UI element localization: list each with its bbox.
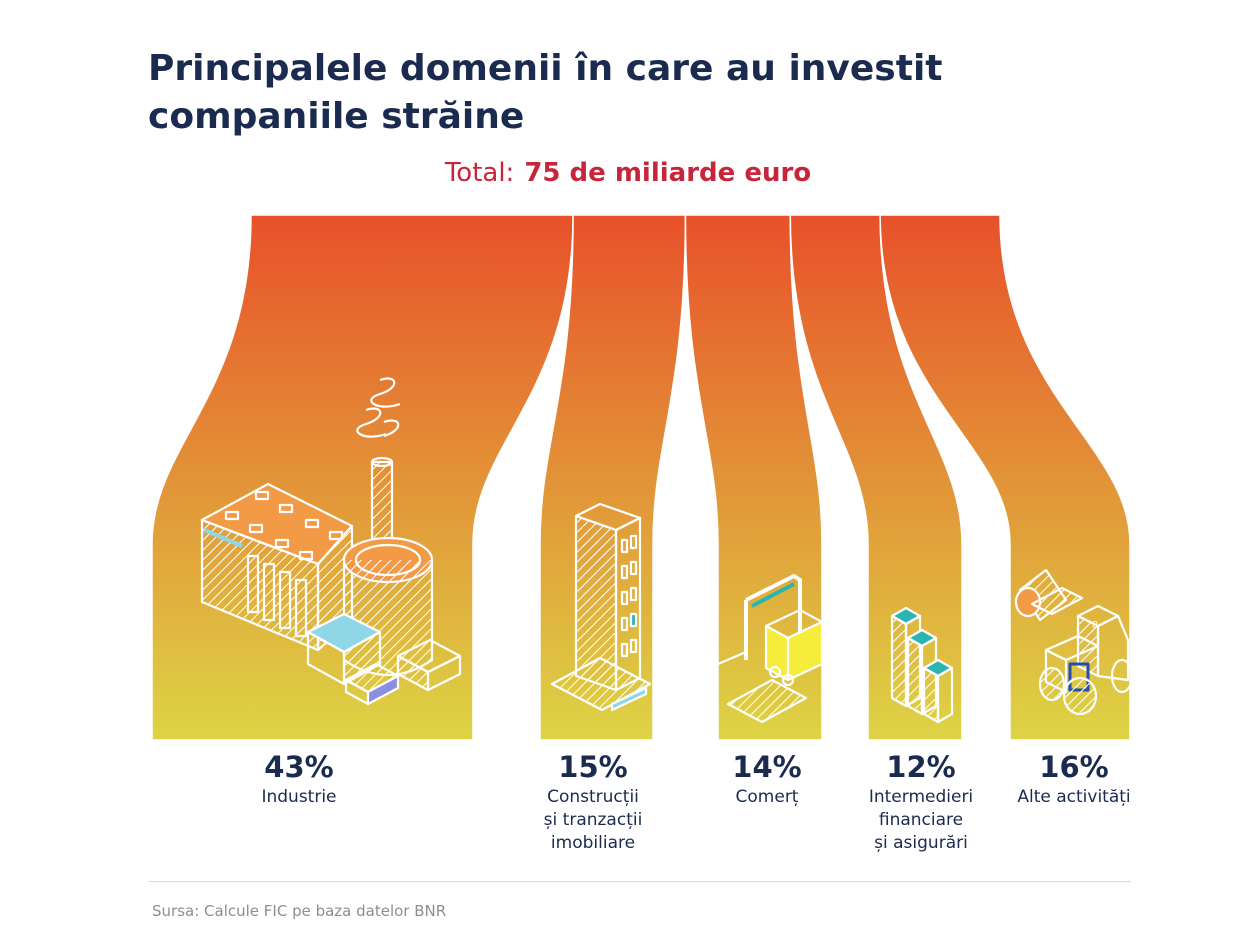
value-label-intermedieri: 12% — [886, 750, 956, 784]
chart-subtitle: Total: 75 de miliarde euro — [0, 158, 1256, 188]
tractor-icon: 8 — [1014, 568, 1134, 716]
value-label-alte: 16% — [1039, 750, 1109, 784]
total-label: Total: — [444, 158, 515, 188]
factory-icon — [200, 377, 462, 706]
flow-band-intermedieri — [789, 214, 963, 741]
truck-icon — [717, 574, 824, 724]
category-line: Industrie — [261, 787, 337, 807]
category-line: Alte activități — [1017, 787, 1131, 807]
category-line: și tranzacții — [543, 810, 643, 830]
category-line: financiare — [878, 810, 964, 830]
category-label-comert: Comerț — [736, 786, 799, 809]
category-label-constructii: Construcții și tranzacții imobiliare — [544, 786, 643, 855]
category-line: imobiliare — [550, 833, 636, 853]
category-line: și asigurări — [874, 833, 968, 853]
footer-divider — [148, 881, 1131, 882]
total-value: 75 de miliarde euro — [524, 158, 812, 188]
chart-title: Principalele domenii în care au investit… — [148, 48, 943, 137]
flow-band-comert — [684, 214, 823, 741]
value-label-industrie: 43% — [264, 750, 334, 784]
category-line: Comerț — [735, 787, 799, 807]
source-note: Sursa: Calcule FIC pe baza datelor BNR — [152, 902, 447, 920]
category-line: Intermedieri — [868, 787, 974, 807]
category-label-intermedieri: Intermedieri financiare și asigurări — [869, 786, 973, 855]
value-label-comert: 14% — [732, 750, 802, 784]
svg-text:8: 8 — [1092, 620, 1098, 631]
category-label-alte: Alte activități — [1017, 786, 1130, 809]
finance-stack-icon — [890, 606, 954, 724]
category-line: Construcții — [547, 787, 639, 807]
category-label-industrie: Industrie — [261, 786, 336, 809]
value-label-constructii: 15% — [558, 750, 628, 784]
skyscraper-icon — [550, 502, 652, 712]
flow-band-alte — [879, 214, 1131, 741]
